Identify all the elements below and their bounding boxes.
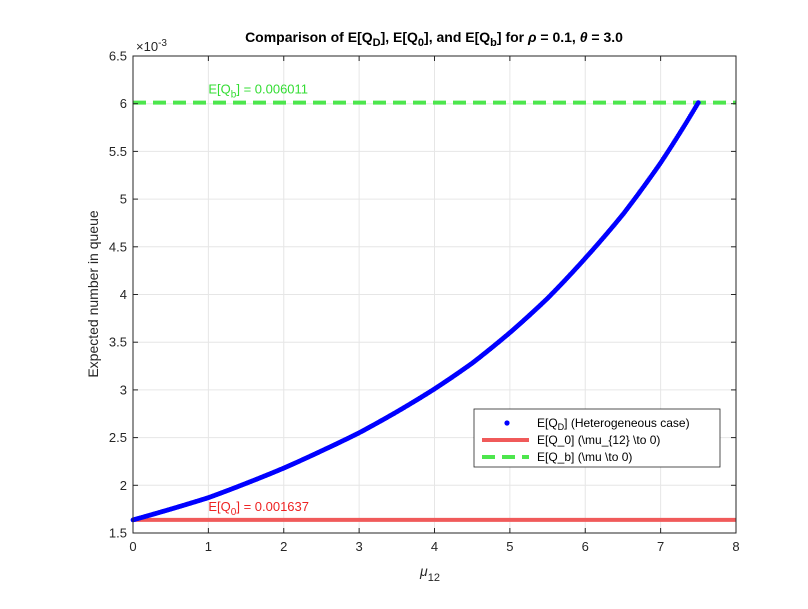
y-tick-labels: 1.5 2 2.5 3 3.5 4 4.5 5 5.5 6 6.5 [109, 49, 127, 541]
legend-marker-eqd [504, 420, 510, 426]
y-tick-label: 5.5 [109, 144, 127, 159]
y-tick-label: 2 [120, 478, 127, 493]
series-layer [130, 100, 736, 523]
eqb-value-annotation: E[Qb] = 0.006011 [208, 82, 308, 101]
x-tick-label: 4 [431, 539, 438, 554]
y-tick-label: 6.5 [109, 49, 127, 64]
y-axis-exponent: ×10-3 [136, 38, 167, 54]
annotations: E[Qb] = 0.006011 E[Q0] = 0.001637 [208, 82, 309, 518]
y-tick-label: 3 [120, 382, 127, 397]
legend-label-eqd: E[QD] (Heterogeneous case) [537, 416, 690, 432]
y-axis-label: Expected number in queue [85, 210, 101, 378]
legend: E[QD] (Heterogeneous case) E[Q_0] (\mu_{… [473, 408, 721, 468]
x-tick-labels: 0 1 2 3 4 5 6 7 8 [129, 539, 739, 554]
x-axis-label: μ12 [419, 563, 440, 584]
legend-label-eq0: E[Q_0] (\mu_{12} \to 0) [537, 433, 660, 447]
y-tick-label: 5 [120, 192, 127, 207]
x-tick-label: 8 [732, 539, 739, 554]
x-tick-label: 2 [280, 539, 287, 554]
y-tick-label: 4 [120, 287, 127, 302]
eqd-point [695, 100, 701, 106]
legend-label-eqb: E[Q_b] (\mu \to 0) [537, 450, 632, 464]
y-tick-label: 6 [120, 96, 127, 111]
y-tick-label: 1.5 [109, 526, 127, 541]
x-tick-label: 3 [356, 539, 363, 554]
eqd-series [130, 100, 701, 523]
x-tick-label: 5 [506, 539, 513, 554]
eq0-value-annotation: E[Q0] = 0.001637 [208, 499, 309, 518]
x-tick-label: 7 [657, 539, 664, 554]
x-tick-label: 0 [129, 539, 136, 554]
x-tick-label: 6 [582, 539, 589, 554]
y-tick-label: 3.5 [109, 335, 127, 350]
y-tick-label: 4.5 [109, 239, 127, 254]
chart-title: Comparison of E[QD], E[Q0], and E[Qb] fo… [245, 29, 623, 49]
axes [132, 55, 737, 534]
y-tick-label: 2.5 [109, 430, 127, 445]
x-tick-label: 1 [205, 539, 212, 554]
